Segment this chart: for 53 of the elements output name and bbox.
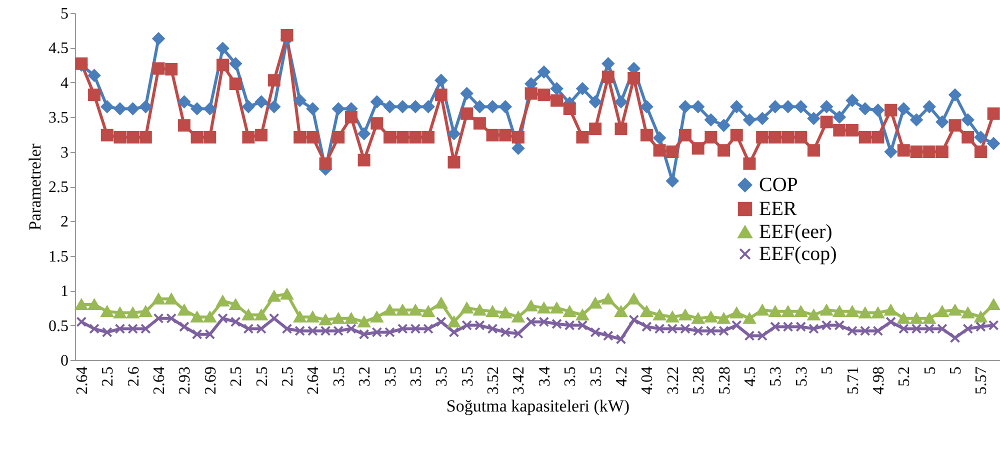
- x-tick-label: 5.28: [716, 366, 734, 394]
- x-tick-label: 3.4: [536, 366, 554, 386]
- x-tick-label: 5.28: [690, 366, 708, 394]
- x-tick-label: 3.5: [382, 366, 400, 386]
- x-tick-label: 5: [922, 366, 939, 374]
- x-tick-label: 2.5: [228, 366, 246, 386]
- y-tick-label: 2: [60, 214, 68, 231]
- x-tick-label: 3.5: [588, 366, 605, 386]
- y-tick-label: 0.5: [48, 318, 68, 335]
- x-tick-label: 5.57: [973, 366, 990, 394]
- x-tick-label: 2.64: [151, 366, 168, 394]
- x-tick-label: 3.42: [510, 366, 528, 394]
- y-tick-label: 1: [60, 283, 68, 300]
- y-tick-label: 4.5: [48, 40, 68, 58]
- x-tick-label: 3.5: [434, 366, 451, 386]
- x-tick-label: 4.5: [742, 366, 759, 386]
- x-tick-label: 5.71: [844, 366, 862, 394]
- x-tick-label: 2.93: [176, 366, 194, 394]
- x-tick-label: 2.64: [305, 366, 322, 394]
- x-tick-label: 4.98: [870, 366, 888, 394]
- x-tick-label: 3.52: [485, 366, 502, 394]
- x-tick-label: 5: [948, 366, 965, 374]
- y-tick-label: 4: [60, 74, 68, 92]
- x-tick-label: 4.04: [639, 366, 656, 394]
- y-tick-label: 3: [60, 144, 68, 162]
- legend-label: EEF(cop): [759, 243, 837, 265]
- y-tick-label: 5: [60, 6, 68, 22]
- x-tick-label: 2.5: [254, 366, 271, 386]
- x-tick-label: 2.5: [100, 366, 117, 386]
- x-tick-label: 5.3: [768, 366, 785, 386]
- x-axis-title: Soğutma kapasiteleri (kW): [446, 396, 630, 416]
- y-tick-label: 2.5: [48, 179, 68, 196]
- x-tick-label: 3.22: [664, 366, 682, 394]
- x-tick-label: 3.5: [408, 366, 425, 386]
- x-tick-label: 5.2: [896, 366, 914, 386]
- legend-label: EEF(eer): [759, 221, 832, 243]
- x-tick-label: 2.6: [125, 366, 142, 386]
- x-tick-label: 3.5: [459, 366, 476, 386]
- x-tick-label: 2.5: [279, 366, 296, 386]
- x-tick-label: 3.2: [356, 366, 374, 386]
- x-tick-label: 3.5: [330, 366, 348, 386]
- x-tick-label: 4.2: [614, 366, 631, 386]
- y-tick-label: 0: [60, 352, 68, 370]
- y-tick-label: 3.5: [48, 110, 68, 127]
- y-axis-title: Parametreler: [26, 143, 44, 230]
- x-tick-label: 2.69: [202, 366, 220, 394]
- x-tick-label: 3.5: [562, 366, 580, 386]
- legend-label: EER: [759, 198, 798, 220]
- legend-label: COP: [759, 174, 798, 196]
- x-tick-label: 5: [819, 366, 836, 374]
- x-tick-label: 2.64: [74, 366, 91, 394]
- x-tick-label: 5.3: [793, 366, 810, 386]
- y-tick-label: 1.5: [48, 248, 68, 266]
